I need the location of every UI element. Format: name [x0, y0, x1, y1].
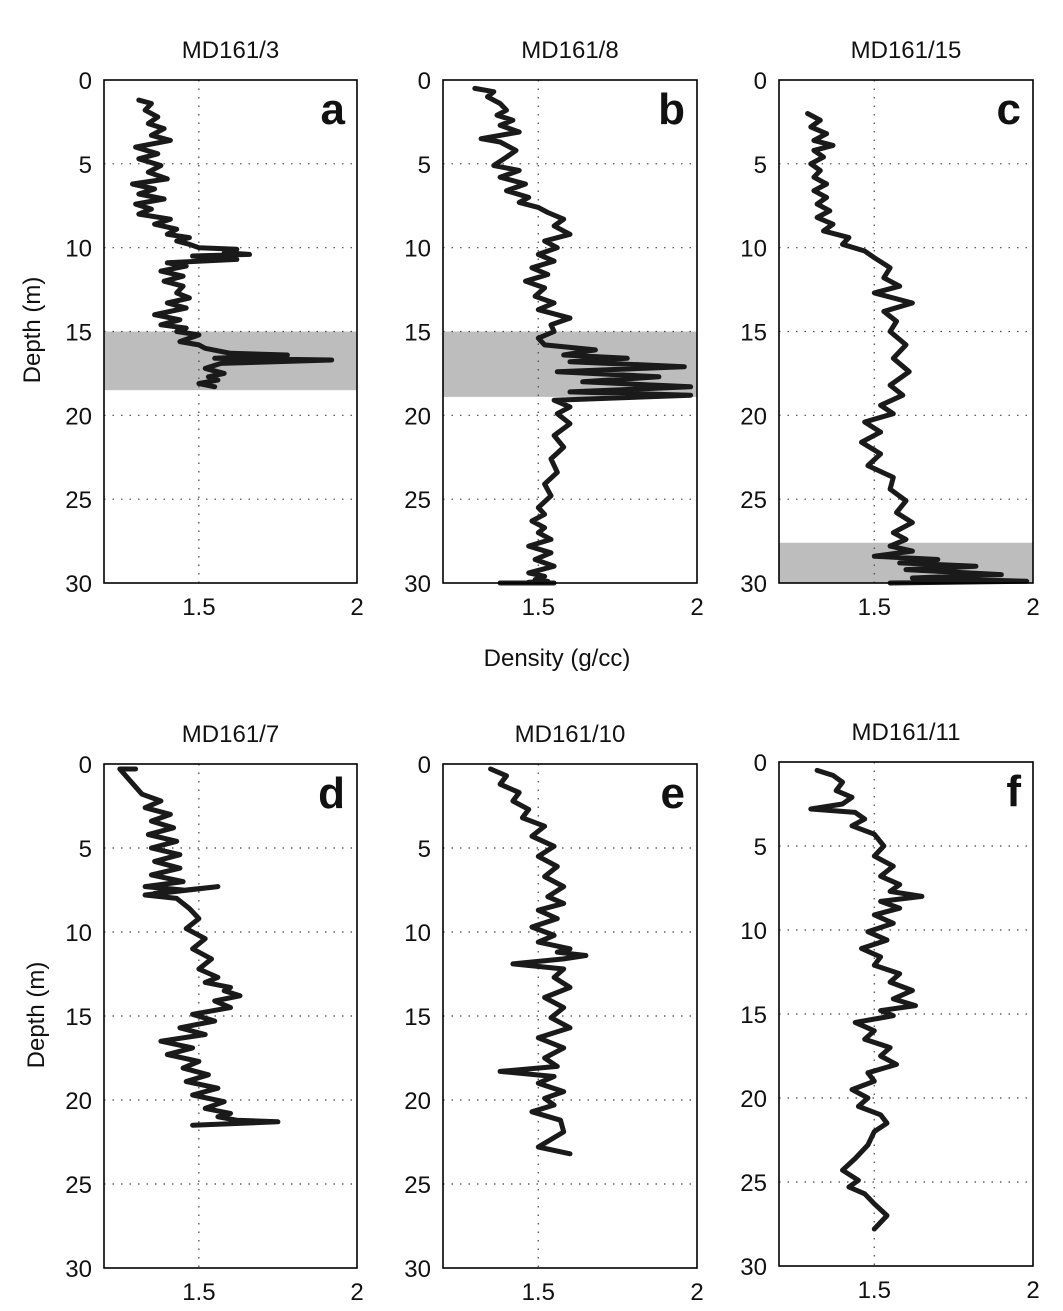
x-tick-label-e-1.5: 1.5 — [522, 1279, 555, 1306]
y-tick-label-f-25: 25 — [740, 1170, 767, 1197]
x-tick-label-f-1.5: 1.5 — [858, 1277, 891, 1304]
x-tick-label-b-1.5: 1.5 — [522, 594, 555, 621]
panel-title-e: MD161/10 — [515, 721, 626, 748]
y-tick-label-a-10: 10 — [65, 236, 92, 263]
density-trace-c — [805, 111, 1030, 586]
y-tick-label-b-30: 30 — [404, 571, 431, 598]
y-tick-label-f-5: 5 — [754, 834, 767, 861]
panel-letter-c: c — [997, 85, 1021, 134]
x-tick-label-c-1.5: 1.5 — [858, 594, 891, 621]
y-tick-label-e-25: 25 — [404, 1172, 431, 1199]
y-tick-label-a-15: 15 — [65, 320, 92, 347]
panel-title-c: MD161/15 — [851, 37, 962, 64]
y-tick-label-e-30: 30 — [404, 1256, 431, 1283]
y-tick-label-b-20: 20 — [404, 403, 431, 430]
plot-frame-f — [778, 761, 1034, 1267]
y-tick-label-e-15: 15 — [404, 1004, 431, 1031]
plot-frame-a — [103, 79, 358, 584]
panel-letter-e: e — [661, 769, 685, 818]
y-tick-label-c-0: 0 — [754, 68, 767, 95]
panel-f: 0 5 10 15 20 25 30 1.5 2 MD161/11 f — [740, 719, 1039, 1304]
x-tick-label-a-1.5: 1.5 — [182, 594, 215, 621]
y-tick-label-a-20: 20 — [65, 403, 92, 430]
x-tick-label-a-2: 2 — [350, 594, 363, 621]
y-tick-label-e-0: 0 — [418, 752, 431, 779]
x-tick-label-d-1.5: 1.5 — [182, 1279, 215, 1306]
y-tick-label-c-5: 5 — [754, 152, 767, 179]
y-tick-label-b-0: 0 — [418, 68, 431, 95]
y-tick-label-d-30: 30 — [65, 1256, 92, 1283]
y-tick-label-a-25: 25 — [65, 487, 92, 514]
panel-title-a: MD161/3 — [182, 37, 279, 64]
y-tick-label-d-5: 5 — [79, 836, 92, 863]
plot-frame-c — [778, 79, 1034, 584]
y-tick-label-e-5: 5 — [418, 836, 431, 863]
y-tick-label-c-20: 20 — [740, 403, 767, 430]
y-tick-label-d-15: 15 — [65, 1004, 92, 1031]
y-tick-label-f-10: 10 — [740, 918, 767, 945]
plot-frame-e — [442, 763, 698, 1269]
density-trace-d — [117, 766, 281, 1128]
y-tick-label-f-15: 15 — [740, 1002, 767, 1029]
y-tick-label-f-0: 0 — [754, 750, 767, 777]
y-tick-label-c-25: 25 — [740, 487, 767, 514]
panel-letter-b: b — [658, 85, 685, 134]
panel-b: 0 5 10 15 20 25 30 1.5 2 MD161/8 b — [404, 37, 703, 621]
y-axis-label-top: Depth (m) — [19, 277, 46, 384]
panel-letter-a: a — [321, 85, 346, 134]
panel-letter-f: f — [1006, 767, 1021, 816]
x-tick-label-f-2: 2 — [1026, 1277, 1039, 1304]
x-tick-label-c-2: 2 — [1026, 594, 1039, 621]
y-tick-label-d-10: 10 — [65, 920, 92, 947]
panel-letter-d: d — [318, 769, 345, 818]
y-tick-label-f-30: 30 — [740, 1254, 767, 1281]
panel-c: 0 5 10 15 20 25 30 1.5 2 MD161/15 c — [740, 37, 1039, 621]
y-axis-label-bottom: Depth (m) — [23, 962, 50, 1069]
x-axis-label: Density (g/cc) — [484, 645, 631, 672]
y-tick-label-b-5: 5 — [418, 152, 431, 179]
y-tick-label-e-10: 10 — [404, 920, 431, 947]
x-tick-label-e-2: 2 — [690, 1279, 703, 1306]
y-tick-label-c-10: 10 — [740, 236, 767, 263]
y-tick-label-b-15: 15 — [404, 320, 431, 347]
density-trace-a — [130, 97, 335, 390]
plot-frame-d — [103, 763, 358, 1269]
y-tick-label-e-20: 20 — [404, 1088, 431, 1115]
x-tick-label-b-2: 2 — [690, 594, 703, 621]
panel-title-f: MD161/11 — [852, 719, 961, 746]
y-tick-label-b-10: 10 — [404, 236, 431, 263]
y-tick-label-b-25: 25 — [404, 487, 431, 514]
panel-a: 0 5 10 15 20 25 30 1.5 2 MD161/3 a — [65, 37, 363, 621]
density-trace-b — [472, 85, 694, 586]
y-tick-label-f-20: 20 — [740, 1086, 767, 1113]
y-tick-label-c-30: 30 — [740, 571, 767, 598]
panel-d: 0 5 10 15 20 25 30 1.5 2 MD161/7 d — [65, 721, 363, 1306]
panel-e: 0 5 10 15 20 25 30 1.5 2 MD161/10 e — [404, 721, 703, 1306]
panel-title-b: MD161/8 — [521, 37, 618, 64]
density-trace-e — [488, 766, 589, 1157]
y-tick-label-d-20: 20 — [65, 1088, 92, 1115]
y-tick-label-a-5: 5 — [79, 152, 92, 179]
y-tick-label-d-25: 25 — [65, 1172, 92, 1199]
plot-frame-b — [442, 79, 698, 584]
panel-title-d: MD161/7 — [182, 721, 279, 748]
density-trace-f — [808, 767, 925, 1232]
x-tick-label-d-2: 2 — [350, 1279, 363, 1306]
y-tick-label-a-30: 30 — [65, 571, 92, 598]
y-tick-label-d-0: 0 — [79, 752, 92, 779]
y-tick-label-c-15: 15 — [740, 320, 767, 347]
y-tick-label-a-0: 0 — [79, 68, 92, 95]
